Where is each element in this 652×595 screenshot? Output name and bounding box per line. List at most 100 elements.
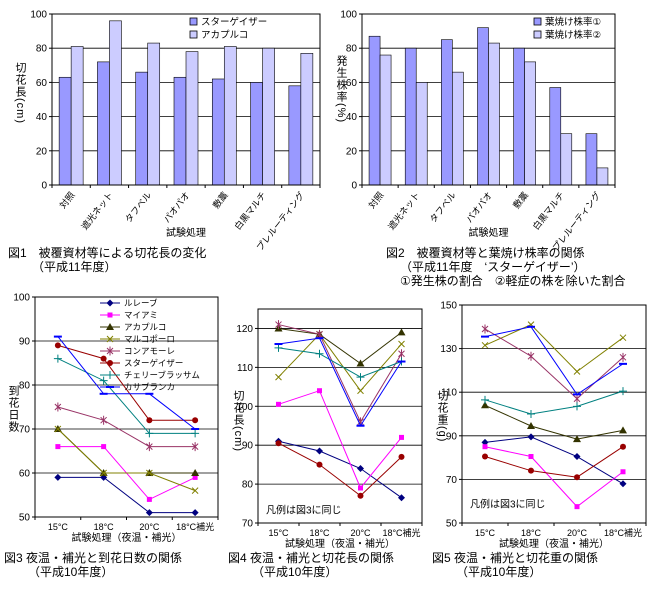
x-category-label: パオパオ <box>162 190 192 225</box>
circle-marker <box>574 474 580 481</box>
series-line <box>278 324 402 423</box>
svg-text:敷藁: 敷藁 <box>210 189 230 210</box>
bar <box>585 133 598 186</box>
x-category-label: 18°C補光 <box>604 527 642 538</box>
figure5-line-chart: 50 70 90 110 130 150 15°C 18°C 20°C 18°C補光 凡例は図3に同… <box>440 301 647 550</box>
legend-item-leaf-burn-rate-1: 葉焼け株率① <box>533 16 601 28</box>
legend-item-miami: マイアミ <box>100 310 158 320</box>
bar <box>185 51 199 186</box>
star-marker <box>275 320 282 330</box>
legend-label: コンアモーレ <box>124 346 175 356</box>
circle-marker <box>100 355 107 362</box>
triangle-marker <box>106 323 114 330</box>
line-series-stargazer <box>275 440 405 499</box>
square-marker <box>146 496 152 502</box>
bar <box>477 27 489 186</box>
line-series-le-reve <box>481 433 627 488</box>
legend-label: チェリーブラッサム <box>124 370 200 380</box>
x-marker <box>191 487 199 494</box>
y-tick-label: 100 <box>13 293 30 304</box>
line-series-cherry-blossom <box>53 354 200 438</box>
plot-border <box>461 304 647 524</box>
line-series-stargazer <box>482 443 626 481</box>
series-line <box>484 328 624 400</box>
x-category-label: 20°C <box>567 528 588 538</box>
x-category-label: タフベル <box>428 190 458 225</box>
star-marker <box>191 442 199 452</box>
bar <box>147 42 161 186</box>
triangle-marker <box>527 421 535 429</box>
figure3-caption-line1: 図3 夜温・補光と到花日数の関係 <box>4 551 183 565</box>
svg-text:白黒マルチ: 白黒マルチ <box>530 189 566 231</box>
square-marker <box>192 474 198 480</box>
svg-text:パオパオ: パオパオ <box>464 190 494 225</box>
svg-text:タフベル: タフベル <box>428 190 458 225</box>
figure2-caption: 図2 被覆資材等と葉焼け株率の関係 （平成11年度 ‘スターゲイザー’） ①発生… <box>386 246 626 288</box>
bar <box>368 35 381 186</box>
y-tick-label: 0 <box>351 181 357 192</box>
diamond-marker <box>191 509 199 517</box>
figure3-line-chart: 50 60 70 80 90 100 15°C 18°C 20°C 18°C補光 ルレーブマイアミア… <box>13 293 219 544</box>
bar <box>524 61 536 186</box>
diamond-marker <box>106 299 114 307</box>
x-marker <box>54 425 62 433</box>
series-line <box>484 436 624 485</box>
figure3-y-axis-title: 到花日数 <box>7 385 19 433</box>
series-line <box>278 333 402 392</box>
figure1-caption: 図1 被覆資材等による切花長の変化 （平成11年度） <box>8 246 206 274</box>
svg-text:敷藁: 敷藁 <box>510 189 530 210</box>
diamond-marker <box>527 433 535 441</box>
legend-item-con-amore: コンアモーレ <box>100 346 175 356</box>
legend-label: マイアミ <box>124 310 158 320</box>
y-tick-label: 70 <box>242 519 254 530</box>
series-line <box>278 327 402 365</box>
figure4-caption-line1: 図4 夜温・補光と切花長の関係 <box>228 551 395 565</box>
legend-item-marco-polo: マルコポーロ <box>100 334 175 344</box>
bar <box>135 71 149 186</box>
y-tick-label: 130 <box>440 344 457 355</box>
square-marker <box>574 504 580 510</box>
y-tick-label: 80 <box>346 44 358 55</box>
series-line <box>484 446 624 508</box>
y-tick-label: 20 <box>346 146 358 157</box>
legend-label: 葉焼け株率② <box>545 29 601 41</box>
x-category-label: 遮光ネット <box>79 189 115 231</box>
star-marker <box>398 349 405 359</box>
circle-marker <box>398 453 405 460</box>
star-marker <box>146 442 153 452</box>
x-marker <box>619 334 627 342</box>
x-marker <box>146 469 153 477</box>
plus-marker <box>356 373 365 382</box>
figure5-caption-line2: （平成10年度） <box>456 565 542 579</box>
legend-label: アカプルコ <box>124 322 166 332</box>
y-tick-label: 40 <box>346 112 358 123</box>
diamond-marker <box>357 465 364 473</box>
x-category-label: 18°C補光 <box>176 521 214 532</box>
line-series-con-amore <box>54 402 199 452</box>
x-marker <box>106 335 114 343</box>
figure4-y-axis-title: 切花長(cm) <box>232 390 244 452</box>
bar <box>109 20 122 186</box>
x-axis-title: 試験処理（夜温・補光） <box>499 537 609 550</box>
y-tick-label: 110 <box>237 363 253 374</box>
figure2-y-axis-title: 発生株率(%) <box>335 55 347 124</box>
series-line <box>278 440 402 499</box>
plus-marker <box>573 402 581 411</box>
star-marker <box>527 351 535 361</box>
x-category-label: パオパオ <box>464 190 494 225</box>
plot-area <box>462 305 646 523</box>
legend-item-le-reve: ルレーブ <box>100 298 158 308</box>
square-marker <box>620 469 626 475</box>
legend-swatch <box>533 17 542 26</box>
bar <box>441 39 453 186</box>
legend-swatch <box>189 30 198 39</box>
x-marker <box>573 368 581 375</box>
plus-marker <box>481 395 489 404</box>
series-line <box>278 442 402 497</box>
triangle-marker <box>573 435 581 443</box>
y-tick-label: 110 <box>441 388 457 399</box>
x-axis-title: 試験処理 <box>469 226 509 239</box>
plot-border <box>257 308 423 524</box>
y-tick-label: 0 <box>41 181 47 192</box>
